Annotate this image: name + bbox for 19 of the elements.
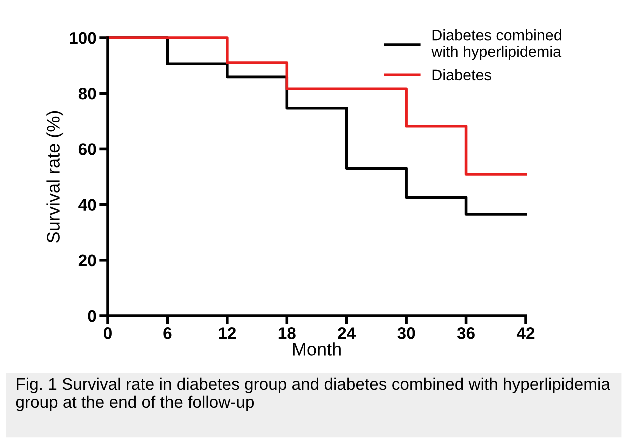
x-tick-label: 0 [104,328,112,340]
y-tick-label: 20 [78,254,96,267]
y-tick-label: 80 [78,88,96,100]
y-tick-label: 0 [88,310,96,322]
x-tick-label: 42 [516,328,535,340]
x-tick-label: 6 [164,328,172,340]
y-tick-label: 100 [70,32,96,44]
caption: Fig. 1 Survival rate in diabetes group and diabetes combined with hyperlipidemia group at the end of the follow-up [16,378,610,412]
x-axis-title: Month [293,342,341,356]
x-tick-label: 18 [278,328,296,340]
x-tick-label: 24 [338,328,356,340]
legend-label: Diabetes combined with hyperlipidemia [432,30,562,60]
x-tick-label: 30 [398,328,416,340]
y-tick-label: 40 [78,199,96,212]
y-axis-title: Survival rate (%) [46,111,64,243]
x-tick-label: 36 [457,328,475,340]
x-tick-label: 12 [219,328,236,340]
legend-label: Diabetes [432,69,492,81]
y-tick-label: 60 [78,144,96,156]
